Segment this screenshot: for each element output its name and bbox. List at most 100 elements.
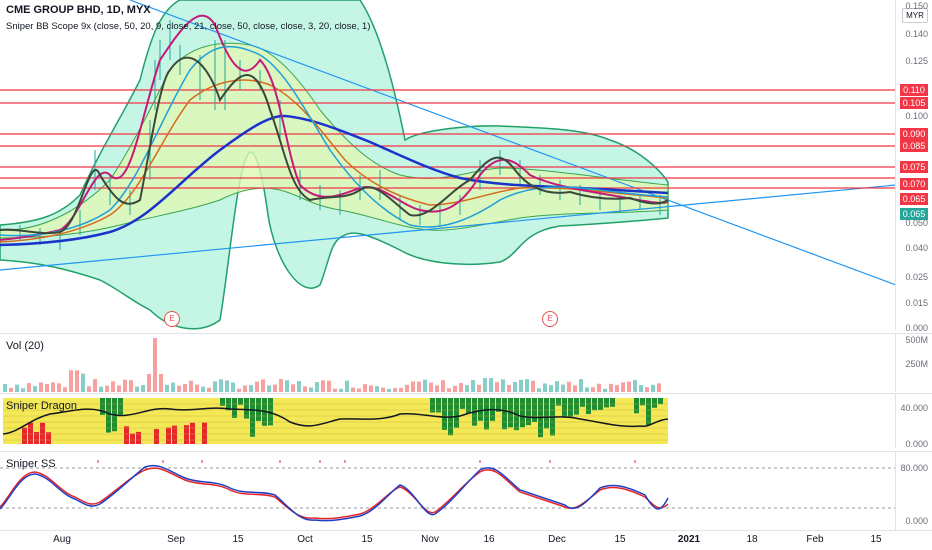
dragon-bar bbox=[130, 433, 135, 444]
volume-bar bbox=[195, 384, 199, 392]
volume-bar bbox=[447, 388, 451, 392]
dragon-bar bbox=[190, 422, 195, 444]
time-axis-label: Feb bbox=[806, 534, 824, 545]
dragon-bar bbox=[268, 398, 273, 426]
earnings-marker-2[interactable]: E bbox=[542, 311, 558, 327]
volume-bar bbox=[633, 379, 637, 392]
volume-bar bbox=[387, 388, 391, 392]
volume-bar bbox=[567, 381, 571, 392]
dragon-bar bbox=[184, 425, 189, 444]
volume-bar bbox=[591, 387, 595, 392]
earnings-marker-1[interactable]: E bbox=[164, 311, 180, 327]
volume-bar bbox=[369, 385, 373, 392]
volume-bar bbox=[459, 382, 463, 392]
pane-divider[interactable] bbox=[0, 393, 932, 394]
dragon-grid bbox=[3, 403, 668, 441]
volume-bar bbox=[471, 379, 475, 392]
price-pane[interactable]: E E CME GROUP BHD, 1D, MYX Sniper BB Sco… bbox=[0, 0, 896, 330]
chart-title: CME GROUP BHD, 1D, MYX bbox=[6, 4, 151, 16]
volume-bar bbox=[117, 385, 121, 392]
volume-bar bbox=[15, 384, 19, 392]
price-axis-label: 0.140 bbox=[905, 29, 928, 39]
volume-bar bbox=[645, 387, 649, 392]
dragon-bar bbox=[244, 398, 249, 419]
ss-blue-line bbox=[0, 465, 669, 522]
dragon-bar bbox=[496, 398, 501, 412]
dragon-bar bbox=[22, 427, 27, 444]
volume-bar bbox=[141, 384, 145, 392]
volume-bar bbox=[111, 381, 115, 392]
ss-pane[interactable]: Sniper SS bbox=[0, 452, 896, 530]
volume-axis-label: 250M bbox=[905, 359, 928, 369]
volume-bar bbox=[417, 381, 421, 392]
dragon-bar bbox=[586, 398, 591, 414]
dragon-bar bbox=[28, 422, 33, 444]
volume-bar bbox=[237, 388, 241, 392]
dragon-bar bbox=[658, 398, 663, 405]
volume-bar bbox=[159, 374, 163, 392]
currency-badge[interactable]: MYR bbox=[902, 8, 928, 23]
dragon-bar bbox=[436, 398, 441, 413]
dragon-bar bbox=[442, 398, 447, 430]
dragon-bar bbox=[640, 398, 645, 406]
ss-axis-label: 80.000 bbox=[900, 463, 928, 473]
volume-bar bbox=[573, 385, 577, 392]
dragon-bar bbox=[202, 422, 207, 444]
volume-bar bbox=[279, 379, 283, 392]
volume-bar bbox=[267, 385, 271, 392]
volume-bar bbox=[69, 370, 73, 392]
volume-bar bbox=[483, 378, 487, 392]
dragon-bar bbox=[430, 398, 435, 413]
price-tag: 0.090 bbox=[900, 128, 928, 140]
time-axis-label: 15 bbox=[232, 534, 244, 545]
volume-bar bbox=[165, 384, 169, 392]
volume-bar bbox=[99, 386, 103, 392]
volume-pane[interactable]: Vol (20) bbox=[0, 334, 896, 392]
ma-orange-line bbox=[0, 79, 669, 243]
volume-bar bbox=[231, 382, 235, 392]
dragon-bar bbox=[454, 398, 459, 428]
dragon-bar bbox=[556, 398, 561, 406]
price-chart[interactable] bbox=[0, 0, 896, 330]
dragon-axis-label: 40.000 bbox=[900, 403, 928, 413]
ss-legend: Sniper SS bbox=[6, 458, 56, 470]
volume-bar bbox=[261, 379, 265, 392]
volume-bar bbox=[315, 382, 319, 392]
volume-bar bbox=[51, 382, 55, 392]
volume-bar bbox=[219, 379, 223, 392]
volume-bar bbox=[153, 338, 157, 392]
volume-bar bbox=[213, 381, 217, 392]
price-axis[interactable]: MYR 0.150 0.140 0.125 0.100 0.050 0.040 … bbox=[895, 0, 932, 333]
time-axis-label: Sep bbox=[167, 534, 185, 545]
volume-bar bbox=[93, 379, 97, 392]
volume-axis: 500M 250M bbox=[895, 334, 932, 392]
dragon-bar bbox=[106, 398, 111, 433]
ma-magenta-line bbox=[0, 14, 669, 241]
volume-bar bbox=[75, 370, 79, 392]
volume-bar bbox=[357, 388, 361, 392]
dragon-pane[interactable]: Sniper Dragon bbox=[0, 394, 896, 448]
time-axis-label: Oct bbox=[297, 534, 313, 545]
pane-divider[interactable] bbox=[0, 333, 932, 334]
dragon-bar bbox=[610, 398, 615, 407]
dragon-axis-label: 0.000 bbox=[905, 439, 928, 449]
volume-bar bbox=[63, 387, 67, 392]
volume-bar bbox=[441, 380, 445, 392]
volume-bar bbox=[537, 388, 541, 392]
volume-bar bbox=[561, 384, 565, 392]
volume-chart bbox=[3, 338, 661, 392]
dragon-bar bbox=[250, 398, 255, 437]
indicator-label: Sniper BB Scope 9x (close, 50, 20, 9, cl… bbox=[6, 21, 371, 32]
pane-divider[interactable] bbox=[0, 451, 932, 452]
volume-bar bbox=[327, 380, 331, 392]
dragon-bar bbox=[40, 422, 45, 444]
volume-bar bbox=[501, 379, 505, 392]
volume-bar bbox=[123, 379, 127, 392]
volume-bar bbox=[507, 384, 511, 392]
volume-bar bbox=[321, 380, 325, 392]
time-axis[interactable]: Aug Sep 15 Oct 15 Nov 16 Dec 15 2021 18 … bbox=[0, 530, 932, 550]
dragon-bar bbox=[652, 398, 657, 408]
dragon-bar bbox=[520, 398, 525, 428]
price-tag: 0.085 bbox=[900, 140, 928, 152]
price-tag: 0.075 bbox=[900, 161, 928, 173]
